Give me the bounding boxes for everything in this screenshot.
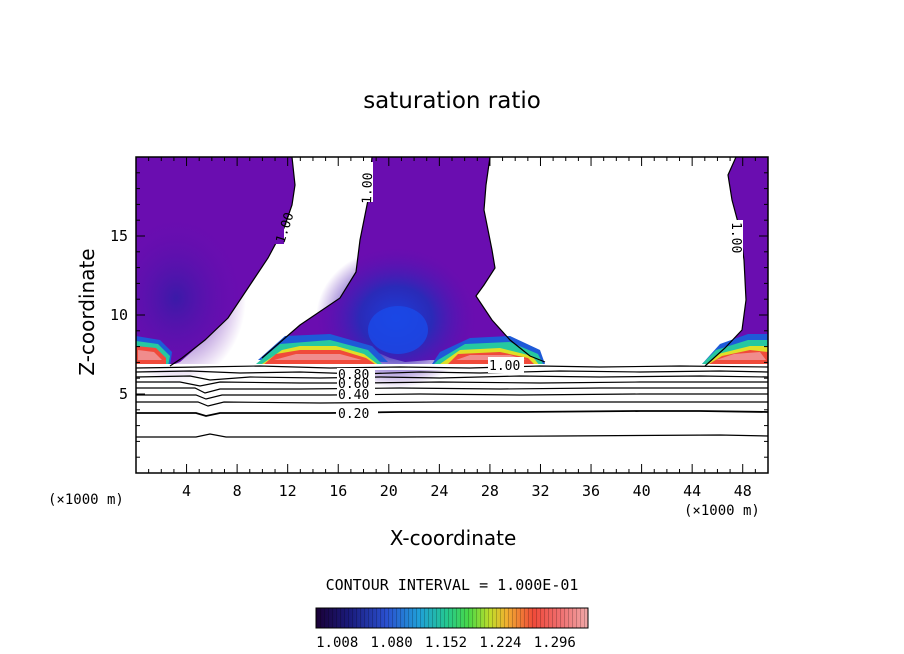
x-tick-label: 32 xyxy=(531,482,549,500)
contour-1.00-left xyxy=(169,157,296,367)
contour-lines xyxy=(136,157,768,438)
x-tick-label: 20 xyxy=(380,482,398,500)
y-axis-label: Z-coordinate xyxy=(75,248,99,376)
x-axis-label: X-coordinate xyxy=(389,526,517,550)
contour-1.00-right xyxy=(704,157,747,367)
purple-region-right xyxy=(705,157,768,366)
contour-label-bg-8 xyxy=(336,405,378,421)
contour-0.10 xyxy=(136,433,768,438)
colorbar-tick-label: 1.080 xyxy=(371,635,413,651)
contour-label-bg-4 xyxy=(729,220,743,260)
y-tick-label: 15 xyxy=(110,227,128,245)
x-tick-label: 12 xyxy=(279,482,297,500)
x-tick-label: 24 xyxy=(430,482,448,500)
contour-1.00-centerright xyxy=(475,157,546,363)
x-tick-label: 40 xyxy=(633,482,651,500)
bright-core-center xyxy=(368,306,428,354)
contour-label-6: 0.60 xyxy=(338,377,369,392)
colorbar-labels: 1.008 1.080 1.152 1.224 1.296 xyxy=(316,635,576,651)
y-tick-label: 10 xyxy=(110,306,128,324)
contour-0.90 xyxy=(136,365,768,369)
cloud-base-gap xyxy=(136,364,768,370)
colorbar-tick-label: 1.152 xyxy=(425,635,467,651)
x-tick-label: 4 xyxy=(182,482,191,500)
contour-0.50 xyxy=(136,387,768,394)
contour-interval-label: CONTOUR INTERVAL = 1.000E-01 xyxy=(325,576,579,594)
contour-0.30 xyxy=(136,401,768,407)
contour-0.60 xyxy=(136,381,768,387)
chart-title: saturation ratio xyxy=(363,88,541,114)
contour-label-5: 0.80 xyxy=(338,368,369,383)
pink-core-right xyxy=(716,352,766,360)
contour-label-bg-3 xyxy=(488,357,524,373)
contour-0.20 xyxy=(136,410,768,417)
colorbar-tick-label: 1.008 xyxy=(316,635,358,651)
contour-label-layer: 1.00 1.00 1.00 1.00 0.80 0.60 0.40 0.20 xyxy=(270,162,743,422)
contour-fill-layer xyxy=(136,157,768,388)
colorbar-hatching xyxy=(316,608,588,628)
contour-label-bg-1 xyxy=(270,206,284,244)
contour-label-bg-2 xyxy=(357,162,373,202)
x-tick-label: 44 xyxy=(683,482,701,500)
colorbar-tick-label: 1.224 xyxy=(479,635,521,651)
y-unit-label: (×1000 m) xyxy=(48,492,124,508)
colorbar-tick-label: 1.296 xyxy=(534,635,576,651)
dark-core-left xyxy=(136,213,246,383)
pink-core-left xyxy=(138,350,162,360)
contour-label-bg-5 xyxy=(337,368,375,400)
y-tick-label: 5 xyxy=(119,385,128,403)
x-tick-label: 8 xyxy=(233,482,242,500)
contour-label-8: 0.20 xyxy=(338,407,369,422)
contour-label-4: 1.00 xyxy=(728,222,743,253)
contour-label-2: 1.00 xyxy=(360,172,376,204)
pink-core-center xyxy=(274,354,362,360)
contour-label-7: 0.40 xyxy=(338,388,369,403)
x-tick-label: 28 xyxy=(481,482,499,500)
contour-label-3: 1.00 xyxy=(489,359,520,374)
x-tick-label: 48 xyxy=(734,482,752,500)
contour-0.70 xyxy=(136,375,768,381)
contour-0.80 xyxy=(136,370,768,375)
x-unit-label: (×1000 m) xyxy=(684,503,760,519)
contour-0.40 xyxy=(136,393,768,400)
colorbar-frame xyxy=(315,607,589,629)
x-tick-label: 36 xyxy=(582,482,600,500)
x-tick-label: 16 xyxy=(329,482,347,500)
